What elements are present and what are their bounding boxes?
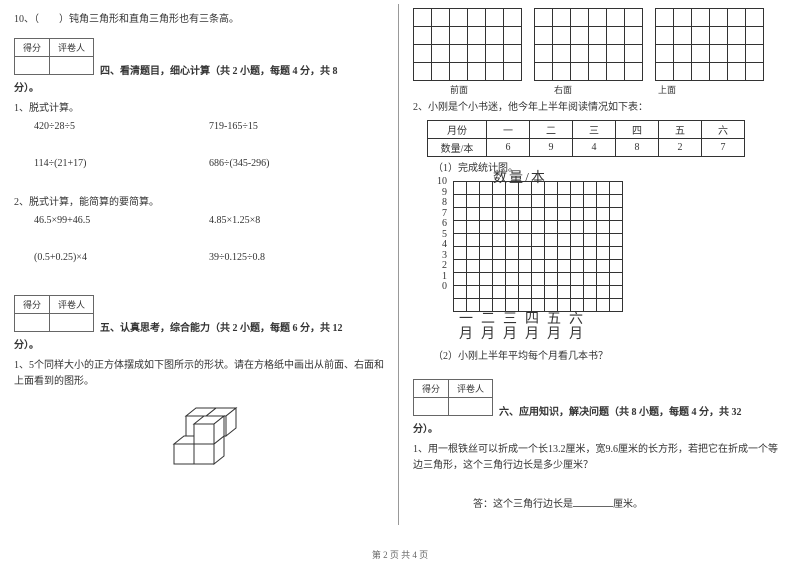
chart-title: 数量/本 [493, 167, 547, 187]
view-labels: 前面右面上面 [413, 83, 783, 96]
score-box-5: 得分评卷人 [14, 295, 94, 332]
chart-y-axis: 109876543210 [437, 177, 447, 293]
chart-x-axis: 一月二月三月四月五月六月 [455, 312, 783, 343]
reading-table: 月份一二三四五六数量/本694827 [427, 120, 745, 157]
problem-5-1: 1、5个同样大小的正方体摆成如下图所示的形状。请在方格纸中画出从前面、右面和上面… [14, 358, 384, 390]
calc-row: 46.5×99+46.54.85×1.25×8 [34, 215, 384, 226]
answer-line: 答：这个三角行边长是厘米。 [473, 496, 783, 513]
problem-5-2-2: （2）小刚上半年平均每个月看几本书？ [433, 349, 783, 365]
calc-row: (0.5+0.25)×439÷0.125÷0.8 [34, 252, 384, 263]
view-grids [413, 8, 783, 81]
question-10: 10、（ ）钝角三角形和直角三角形也有三条高。 [14, 12, 384, 28]
cube-figure [144, 400, 254, 480]
problem-5-2-1: （1）完成统计图。 [433, 161, 783, 177]
section-5-title: 五、认真思考，综合能力（共 2 小题，每题 6 分，共 12 [100, 319, 343, 334]
calc-row: 420÷28÷5719-165÷15 [34, 121, 384, 132]
problem-6-1: 1、用一根铁丝可以折成一个长13.2厘米，宽9.6厘米的长方形，若把它在折成一个… [413, 442, 783, 474]
page-footer: 第 2 页 共 4 页 [0, 548, 800, 561]
problem-4-2: 2、脱式计算，能简算的要简算。 [14, 195, 384, 211]
score-box-6: 得分评卷人 [413, 379, 493, 416]
bar-chart: 数量/本 109876543210 一月二月三月四月五月六月 [453, 181, 783, 343]
section-5-tail: 分）。 [14, 338, 384, 354]
section-6-tail: 分）。 [413, 422, 783, 438]
chart-grid [453, 181, 623, 312]
problem-5-2: 2、小刚是个小书迷，他今年上半年阅读情况如下表： [413, 100, 783, 116]
section-4-title: 四、看清题目，细心计算（共 2 小题，每题 4 分，共 8 [100, 62, 338, 77]
section-6-title: 六、应用知识，解决问题（共 8 小题，每题 4 分，共 32 [499, 403, 742, 418]
calc-row: 114÷(21+17)686÷(345-296) [34, 158, 384, 169]
problem-4-1: 1、脱式计算。 [14, 101, 384, 117]
score-box-4: 得分评卷人 [14, 38, 94, 75]
section-4-tail: 分）。 [14, 81, 384, 97]
